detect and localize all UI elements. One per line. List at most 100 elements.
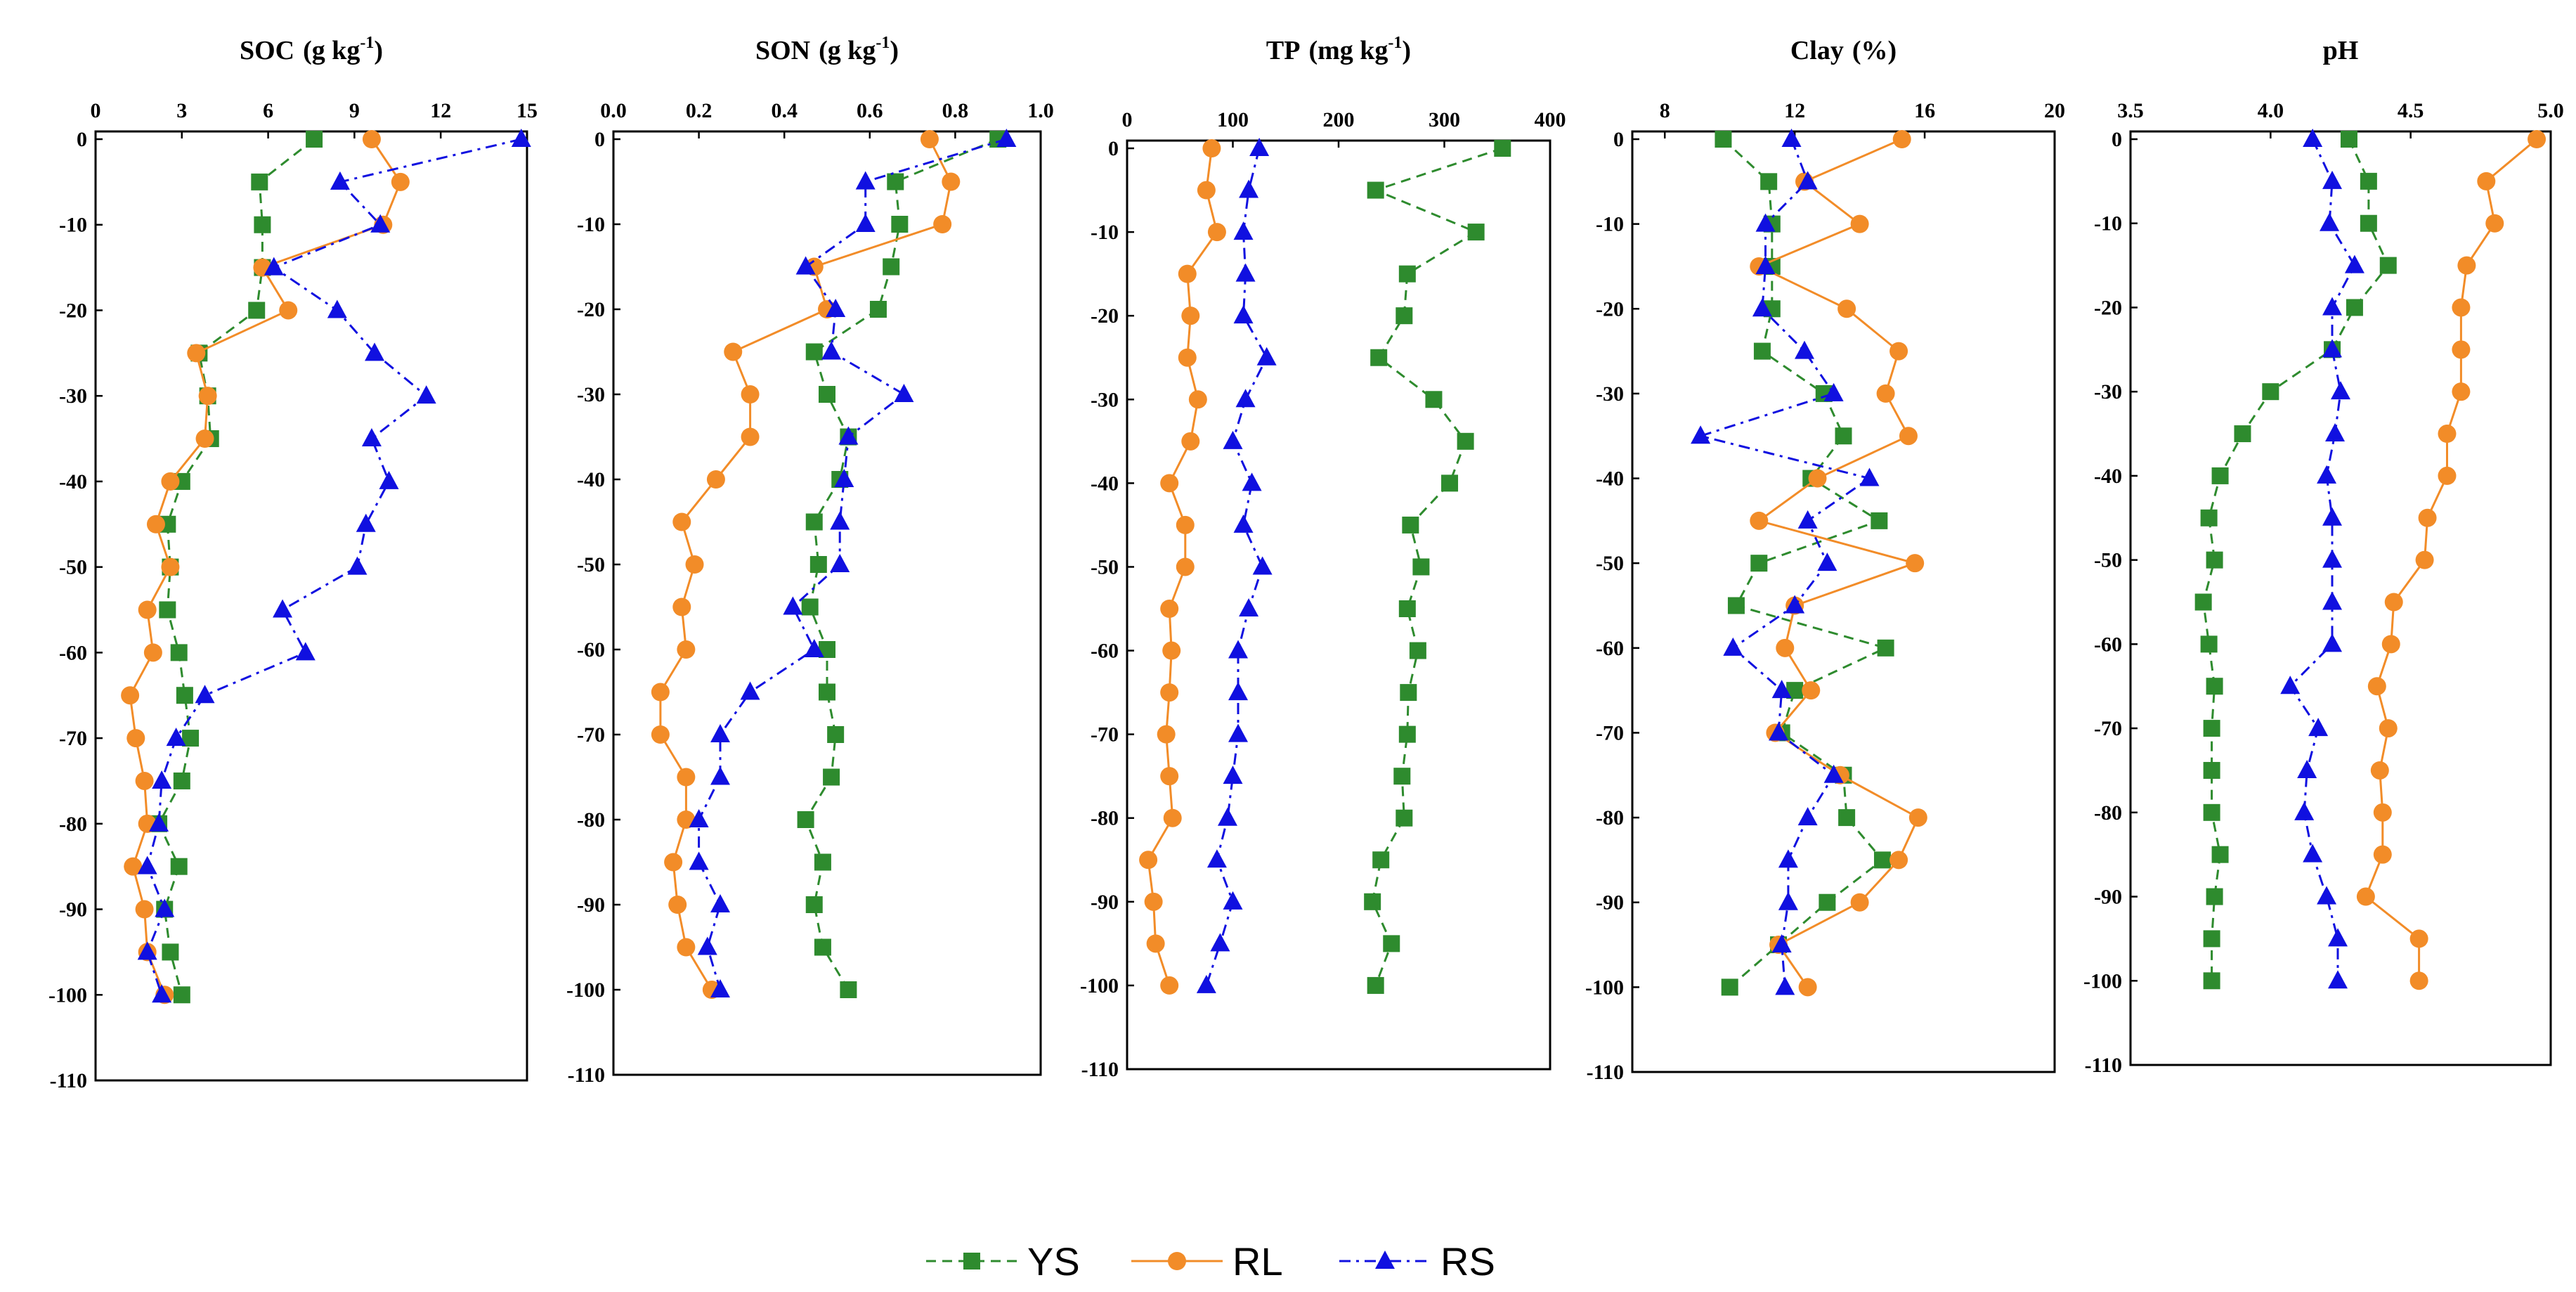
data-point-rs bbox=[1223, 430, 1243, 449]
data-point-rl bbox=[677, 640, 696, 659]
data-point-rs bbox=[1217, 807, 1237, 826]
data-point-rl bbox=[942, 172, 961, 191]
data-point-rl bbox=[672, 512, 691, 531]
data-point-rs bbox=[1823, 764, 1844, 783]
data-point-rl bbox=[2438, 466, 2457, 485]
series-rs bbox=[137, 129, 531, 1003]
data-point-rs bbox=[1823, 382, 1844, 401]
y-tick-label: -50 bbox=[2094, 549, 2122, 572]
data-point-ys bbox=[2194, 593, 2212, 611]
data-point-rl bbox=[664, 853, 683, 872]
y-tick-label: -30 bbox=[2094, 380, 2122, 403]
panel-soc: SOC (g kg-1) 0 3 6 9 12 15 0 -10 -20 -30 -40 -50 -60 -7… bbox=[48, 34, 538, 1092]
data-point-rl bbox=[1188, 390, 1207, 409]
data-point-rl bbox=[1197, 181, 1216, 200]
data-point-rl bbox=[668, 896, 687, 914]
data-point-rs bbox=[710, 894, 730, 912]
x-tick-label: 0 bbox=[91, 99, 101, 122]
data-point-ys bbox=[1873, 851, 1891, 869]
data-point-ys bbox=[248, 302, 266, 319]
data-point-rl bbox=[161, 557, 180, 576]
data-point-rl bbox=[2418, 508, 2437, 527]
data-point-rl bbox=[2409, 929, 2428, 948]
data-point-rl bbox=[651, 725, 670, 744]
panel-title-unit: (g kg bbox=[303, 36, 360, 65]
data-point-ys bbox=[170, 858, 188, 875]
data-point-rl bbox=[677, 938, 696, 957]
y-tick-label: -80 bbox=[2094, 801, 2122, 825]
series-line-rs bbox=[698, 138, 1007, 990]
data-point-rl bbox=[2356, 887, 2375, 906]
data-point-rs bbox=[1228, 640, 1249, 659]
data-point-rs bbox=[1228, 723, 1249, 742]
data-point-rl bbox=[1144, 892, 1163, 911]
data-point-rs bbox=[361, 428, 382, 447]
data-point-ys bbox=[1760, 173, 1778, 190]
data-point-ys bbox=[1871, 512, 1888, 529]
data-point-ys bbox=[1715, 131, 1732, 148]
data-point-rs bbox=[370, 214, 391, 233]
y-tick-label: 0 bbox=[77, 128, 87, 151]
panel-ph: pH 3.5 4.0 4.5 5.0 0 -10 -20 -30 -40 -50 -60 -70 -80 -… bbox=[2083, 36, 2564, 1077]
series-ys bbox=[2194, 131, 2397, 990]
data-point-ys bbox=[819, 683, 835, 701]
data-point-rs bbox=[710, 979, 730, 997]
data-point-rs bbox=[2322, 591, 2343, 610]
data-point-rs bbox=[2325, 423, 2346, 442]
data-point-rs bbox=[697, 936, 717, 955]
data-point-ys bbox=[1753, 342, 1771, 360]
data-point-ys bbox=[2200, 509, 2218, 527]
y-tick-label: -10 bbox=[577, 213, 605, 236]
data-point-rl bbox=[1163, 808, 1182, 827]
data-point-rl bbox=[1160, 767, 1179, 786]
data-point-rl bbox=[1908, 808, 1927, 827]
data-point-ys bbox=[814, 853, 831, 871]
data-point-rs bbox=[710, 766, 730, 785]
legend-label: RL bbox=[1232, 1239, 1283, 1284]
data-point-rs bbox=[1691, 425, 1711, 444]
data-point-rl bbox=[1202, 139, 1221, 157]
series-rs bbox=[689, 129, 1017, 997]
data-point-ys bbox=[1412, 558, 1430, 576]
data-point-ys bbox=[840, 981, 857, 998]
legend-item-ys: YS bbox=[926, 1239, 1080, 1284]
data-point-ys bbox=[1441, 474, 1459, 492]
y-tick-label: -10 bbox=[2094, 212, 2122, 235]
data-point-rs bbox=[137, 855, 157, 874]
y-tick-label: -20 bbox=[2094, 296, 2122, 319]
data-point-rs bbox=[2280, 676, 2301, 695]
x-tick-label: 0.8 bbox=[942, 99, 969, 122]
y-tick-label: -40 bbox=[59, 470, 87, 493]
data-point-rl bbox=[2379, 719, 2398, 738]
data-point-rs bbox=[1778, 891, 1798, 910]
data-point-rl bbox=[1160, 600, 1179, 618]
data-point-rs bbox=[689, 851, 709, 870]
data-point-rs bbox=[195, 685, 215, 704]
y-tick-label: -20 bbox=[1596, 297, 1624, 321]
data-point-ys bbox=[797, 811, 814, 828]
data-point-rs bbox=[894, 384, 914, 402]
panel-title-unit-close: ) bbox=[374, 36, 383, 65]
x-tick-label: 4.0 bbox=[2258, 99, 2284, 122]
data-point-rl bbox=[146, 515, 165, 534]
data-point-rl bbox=[1750, 511, 1769, 530]
panel-title-unit-close: ) bbox=[1402, 36, 1411, 65]
plot-frame bbox=[2129, 130, 2552, 1066]
data-point-ys bbox=[162, 943, 179, 961]
data-point-ys bbox=[1367, 976, 1384, 994]
data-point-ys bbox=[306, 131, 323, 148]
y-tick-label: -50 bbox=[577, 553, 605, 576]
data-point-ys bbox=[1367, 181, 1384, 199]
data-point-rl bbox=[706, 470, 725, 489]
series-ys bbox=[1364, 140, 1511, 994]
data-point-ys bbox=[1364, 893, 1381, 910]
data-point-ys bbox=[814, 938, 831, 956]
data-point-rl bbox=[724, 342, 743, 361]
y-tick-label: -50 bbox=[1596, 552, 1624, 575]
data-point-ys bbox=[1396, 809, 1413, 827]
data-point-rl bbox=[1798, 978, 1817, 997]
x-tick-label: 100 bbox=[1217, 108, 1249, 131]
data-point-rs bbox=[2328, 970, 2348, 989]
series-line-ys bbox=[804, 138, 998, 990]
series-rl bbox=[1750, 130, 1927, 997]
